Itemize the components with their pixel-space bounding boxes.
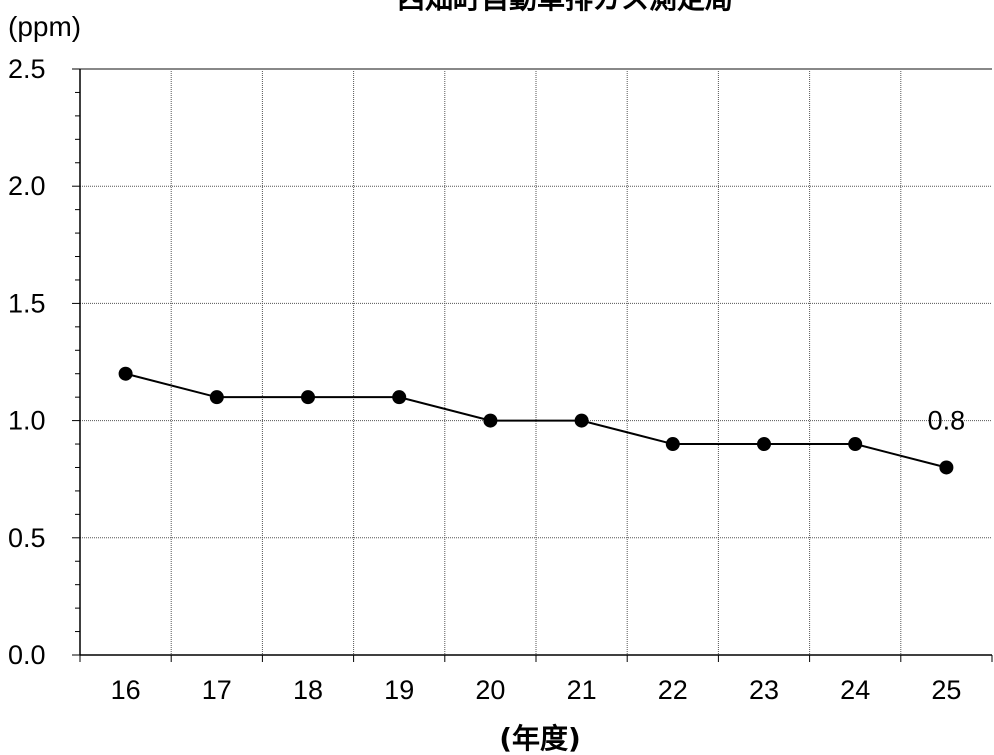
y-tick-label: 1.0 (8, 406, 46, 436)
x-tick-label: 23 (749, 675, 779, 705)
x-tick-label: 19 (384, 675, 414, 705)
data-point (574, 413, 589, 428)
x-axis-ticks: 16 17 18 19 20 21 22 23 24 25 (79, 655, 993, 705)
data-point (848, 437, 863, 452)
x-tick-label: 24 (840, 675, 870, 705)
data-point (665, 437, 680, 452)
x-tick-label: 25 (931, 675, 961, 705)
y-tick-label: 1.5 (8, 288, 46, 318)
series (118, 366, 954, 475)
x-tick-label: 20 (475, 675, 505, 705)
data-label: 0.8 (928, 405, 966, 435)
data-point (118, 366, 133, 381)
x-tick-label: 22 (658, 675, 688, 705)
x-tick-label: 16 (111, 675, 141, 705)
y-tick-label: 2.0 (8, 171, 46, 201)
data-point (483, 413, 498, 428)
y-tick-label: 2.5 (8, 54, 46, 84)
x-tick-label: 21 (567, 675, 597, 705)
data-point (757, 437, 771, 452)
chart-title: 西畑町自動車排ガス測定局 (397, 0, 733, 15)
x-tick-label: 17 (202, 675, 232, 705)
y-axis-ticks: 0.0 0.5 1.0 1.5 2.0 2.5 (8, 54, 80, 670)
y-tick-label: 0.5 (8, 523, 46, 553)
data-point (939, 460, 954, 475)
data-point (209, 390, 224, 405)
series-line (125, 372, 947, 469)
y-axis-unit-label: (ppm) (8, 11, 81, 42)
y-tick-label: 0.0 (8, 640, 46, 670)
data-point (392, 390, 407, 405)
annotations: 0.8 (928, 405, 966, 435)
x-axis-label: (年度) (499, 722, 581, 755)
data-point (301, 390, 315, 405)
x-tick-label: 18 (293, 675, 323, 705)
grid (80, 69, 992, 655)
